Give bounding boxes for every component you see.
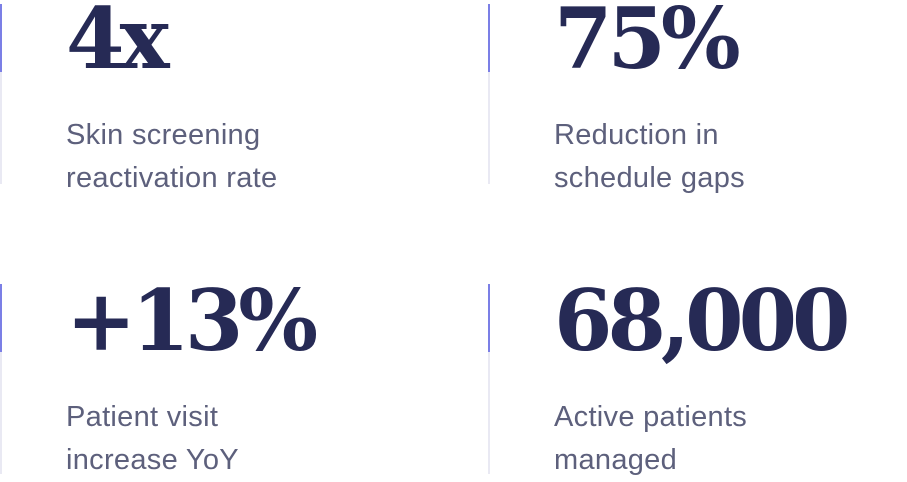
stat-divider-accent	[488, 4, 490, 72]
stat-divider	[0, 284, 2, 474]
stat-label: Active patients managed	[554, 396, 854, 482]
stat-divider	[488, 284, 490, 474]
stat-label-line: Patient visit	[66, 401, 219, 433]
stat-divider-accent	[0, 284, 2, 352]
stat-divider	[488, 4, 490, 184]
stat-label: Reduction in schedule gaps	[554, 114, 854, 200]
stat-card-patient-visits: +13% Patient visit increase YoY	[0, 276, 400, 482]
stat-divider-accent	[0, 4, 2, 72]
stat-divider	[0, 4, 2, 184]
stat-label-line: Reduction in	[554, 119, 719, 151]
stat-divider-accent	[488, 284, 490, 352]
stat-label-line: reactivation rate	[66, 162, 278, 194]
stat-label-line: managed	[554, 444, 678, 476]
stat-value: 68,000	[554, 271, 850, 370]
stat-label-line: schedule gaps	[554, 162, 745, 194]
stat-label-line: increase YoY	[66, 444, 239, 476]
stat-value: 4x	[66, 0, 170, 88]
stat-card-schedule-gaps: 75% Reduction in schedule gaps	[488, 0, 888, 200]
stat-value: 75%	[554, 0, 741, 88]
stat-value: +13%	[66, 271, 318, 370]
stats-grid: 4x Skin screening reactivation rate 75% …	[0, 0, 888, 476]
stat-card-reactivation: 4x Skin screening reactivation rate	[0, 0, 400, 200]
stat-label: Skin screening reactivation rate	[66, 114, 366, 200]
stat-label: Patient visit increase YoY	[66, 396, 366, 482]
stat-label-line: Active patients	[554, 401, 748, 433]
stat-card-active-patients: 68,000 Active patients managed	[488, 276, 888, 482]
stat-label-line: Skin screening	[66, 119, 261, 151]
